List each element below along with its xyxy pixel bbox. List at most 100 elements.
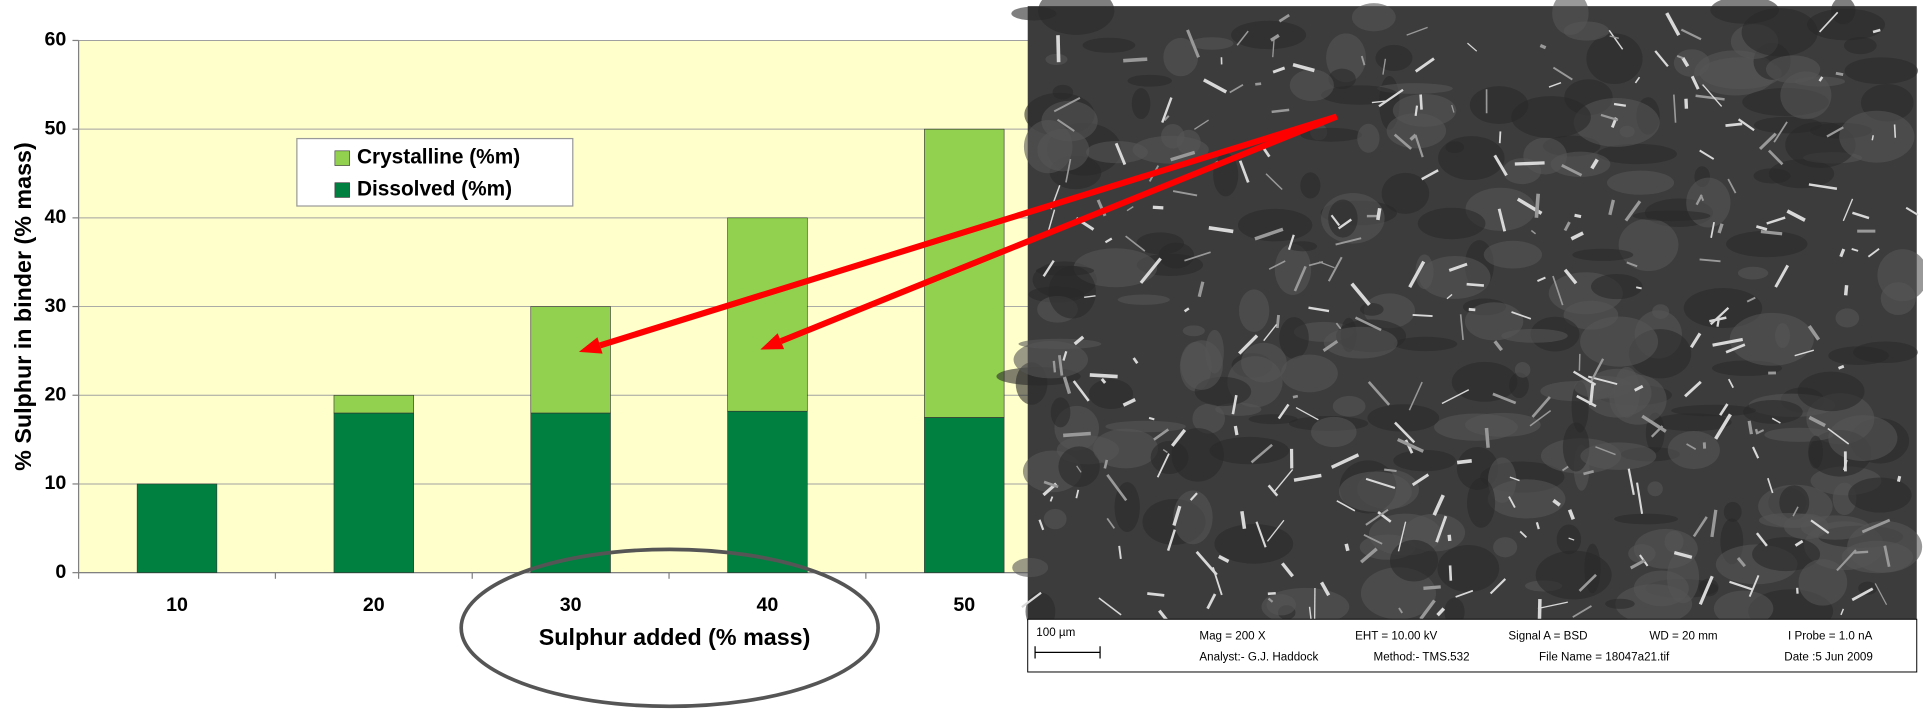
- x-axis-title: Sulphur added (% mass): [539, 624, 811, 650]
- texture: [1044, 509, 1067, 529]
- texture: [1467, 478, 1495, 528]
- x-tick-label: 50: [953, 594, 975, 616]
- crystal: [1898, 476, 1899, 481]
- texture: [1564, 21, 1610, 40]
- texture: [1419, 256, 1490, 299]
- info-text: WD = 20 mm: [1649, 630, 1717, 643]
- texture: [1118, 294, 1170, 304]
- scale-bar-label: 100 µm: [1036, 626, 1075, 639]
- texture: [1128, 75, 1172, 87]
- texture: [1808, 436, 1823, 469]
- info-text: Analyst:- G.J. Haddock: [1199, 650, 1318, 663]
- info-text: Mag = 200 X: [1199, 630, 1265, 643]
- texture: [1452, 362, 1518, 402]
- texture: [1231, 21, 1306, 49]
- crystal: [1293, 396, 1298, 397]
- legend-label: Dissolved (%m): [357, 178, 512, 201]
- texture: [1387, 113, 1446, 148]
- texture: [1266, 594, 1296, 615]
- texture: [1668, 431, 1720, 469]
- texture: [1828, 415, 1897, 461]
- texture: [1300, 172, 1320, 198]
- crystal: [1846, 285, 1847, 295]
- crystal: [1591, 384, 1593, 405]
- info-strip: [1028, 619, 1917, 672]
- texture: [1281, 354, 1338, 392]
- crystal: [1416, 106, 1417, 116]
- texture: [1780, 71, 1831, 119]
- texture: [1190, 37, 1234, 49]
- crystal: [1153, 207, 1164, 208]
- crystal: [1536, 194, 1538, 218]
- texture: [1093, 429, 1158, 469]
- texture: [1807, 9, 1885, 41]
- crystal: [1147, 594, 1164, 596]
- texture: [1214, 524, 1293, 564]
- x-tick-label: 20: [363, 594, 385, 616]
- bar-segment: [334, 413, 414, 573]
- texture: [1275, 244, 1311, 295]
- info-text: I Probe = 1.0 nA: [1788, 630, 1873, 643]
- y-tick-label: 50: [45, 117, 67, 139]
- texture: [1132, 88, 1151, 119]
- texture: [1671, 405, 1756, 417]
- texture: [1614, 514, 1678, 525]
- texture: [1352, 3, 1396, 31]
- texture: [1881, 282, 1916, 315]
- chart: 01020304050601020304050Sulphur added (% …: [10, 29, 1063, 650]
- crystal: [1255, 84, 1261, 85]
- crystal: [1836, 73, 1843, 74]
- texture: [1045, 54, 1067, 65]
- crystal: [1123, 59, 1147, 61]
- bar-segment: [137, 484, 217, 573]
- texture: [1726, 231, 1807, 257]
- texture: [1058, 446, 1099, 487]
- x-tick-label: 40: [757, 594, 779, 616]
- bar-segment: [924, 129, 1004, 417]
- texture: [1557, 525, 1581, 555]
- texture: [1012, 558, 1048, 577]
- texture: [1515, 362, 1531, 378]
- texture: [1328, 200, 1357, 238]
- texture: [1493, 537, 1517, 557]
- crystal: [1235, 426, 1237, 435]
- x-tick-label: 30: [560, 594, 582, 616]
- texture: [1375, 45, 1412, 71]
- texture: [1580, 317, 1658, 367]
- texture: [1536, 551, 1612, 600]
- bar-segment: [531, 307, 611, 413]
- texture: [1357, 124, 1379, 153]
- crystal: [1854, 552, 1868, 553]
- texture: [1177, 130, 1201, 155]
- y-tick-label: 0: [55, 561, 66, 583]
- texture: [1393, 450, 1455, 471]
- y-tick-label: 30: [45, 295, 67, 317]
- bar-segment: [924, 417, 1004, 572]
- texture: [1183, 325, 1205, 336]
- texture: [1839, 111, 1914, 163]
- crystal: [1725, 124, 1742, 126]
- crystal: [1149, 418, 1154, 419]
- crystal: [1457, 461, 1472, 463]
- crystal: [1384, 470, 1396, 472]
- crystal: [1839, 366, 1844, 368]
- texture: [1572, 249, 1633, 261]
- texture: [1390, 540, 1438, 582]
- texture: [1488, 479, 1566, 518]
- texture: [1465, 413, 1541, 437]
- crystal: [1090, 375, 1118, 377]
- bar-segment: [728, 218, 808, 411]
- texture: [1437, 545, 1499, 592]
- crystal: [1277, 315, 1278, 328]
- y-tick-label: 40: [45, 206, 67, 228]
- crystal: [1756, 429, 1757, 434]
- texture: [1563, 422, 1590, 471]
- texture: [1484, 241, 1542, 269]
- y-tick-label: 60: [45, 29, 67, 51]
- crystal: [1268, 593, 1276, 594]
- texture: [1290, 69, 1334, 101]
- texture: [1051, 397, 1071, 427]
- crystal: [1423, 587, 1440, 588]
- texture: [1181, 340, 1223, 390]
